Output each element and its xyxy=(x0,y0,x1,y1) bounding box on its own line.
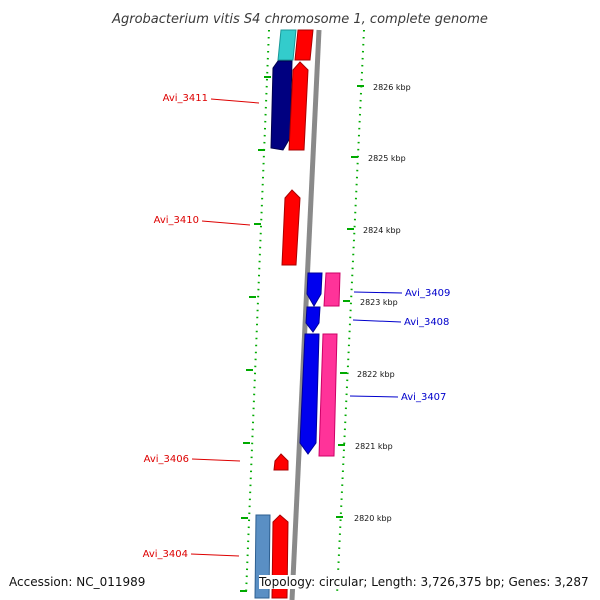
gene-avi-3411-feature xyxy=(270,60,293,151)
gene-avi-3406-feature xyxy=(273,453,289,471)
tick-label-2824: 2824 kbp xyxy=(363,226,401,235)
tick-label-2821: 2821 kbp xyxy=(355,442,393,451)
outer-major-ticks xyxy=(336,85,364,518)
inner-major-ticks xyxy=(240,76,271,592)
gene-label-avi-3404[interactable]: Avi_3404 xyxy=(143,549,188,560)
gene-avi-3409-rna xyxy=(323,272,341,307)
inner-tick-ring xyxy=(245,29,270,596)
gene-avi-3409-feature xyxy=(306,272,323,307)
gene-avi-3407-feature xyxy=(299,333,320,455)
gene-avi-3407-rna xyxy=(318,333,338,457)
gene-label-avi-3406[interactable]: Avi_3406 xyxy=(144,454,189,465)
feature-red-top xyxy=(294,29,314,61)
feature-cyan xyxy=(277,29,297,61)
map-title: Agrobacterium vitis S4 chromosome 1, com… xyxy=(111,12,488,27)
gene-label-avi-3409[interactable]: Avi_3409 xyxy=(405,288,450,299)
gene-label-connectors xyxy=(190,98,403,557)
gene-label-avi-3411[interactable]: Avi_3411 xyxy=(163,93,208,104)
tick-label-2822: 2822 kbp xyxy=(357,370,395,379)
gene-label-avi-3407[interactable]: Avi_3407 xyxy=(401,392,446,403)
gene-avi-3408-feature xyxy=(305,306,321,333)
tick-label-2823: 2823 kbp xyxy=(360,298,398,307)
gene-forward-red-1 xyxy=(288,61,309,151)
tick-label-2826: 2826 kbp xyxy=(373,83,411,92)
gene-label-avi-3408[interactable]: Avi_3408 xyxy=(404,317,449,328)
gene-avi-3410-feature xyxy=(281,189,301,266)
gene-label-avi-3410[interactable]: Avi_3410 xyxy=(154,215,199,226)
tick-label-2820: 2820 kbp xyxy=(354,514,392,523)
accession-label: Accession: NC_011989 xyxy=(9,575,146,589)
outer-tick-ring xyxy=(336,29,365,596)
topology-summary: Topology: circular; Length: 3,726,375 bp… xyxy=(259,575,589,589)
tick-label-2825: 2825 kbp xyxy=(368,154,406,163)
genome-backbone xyxy=(289,29,322,600)
